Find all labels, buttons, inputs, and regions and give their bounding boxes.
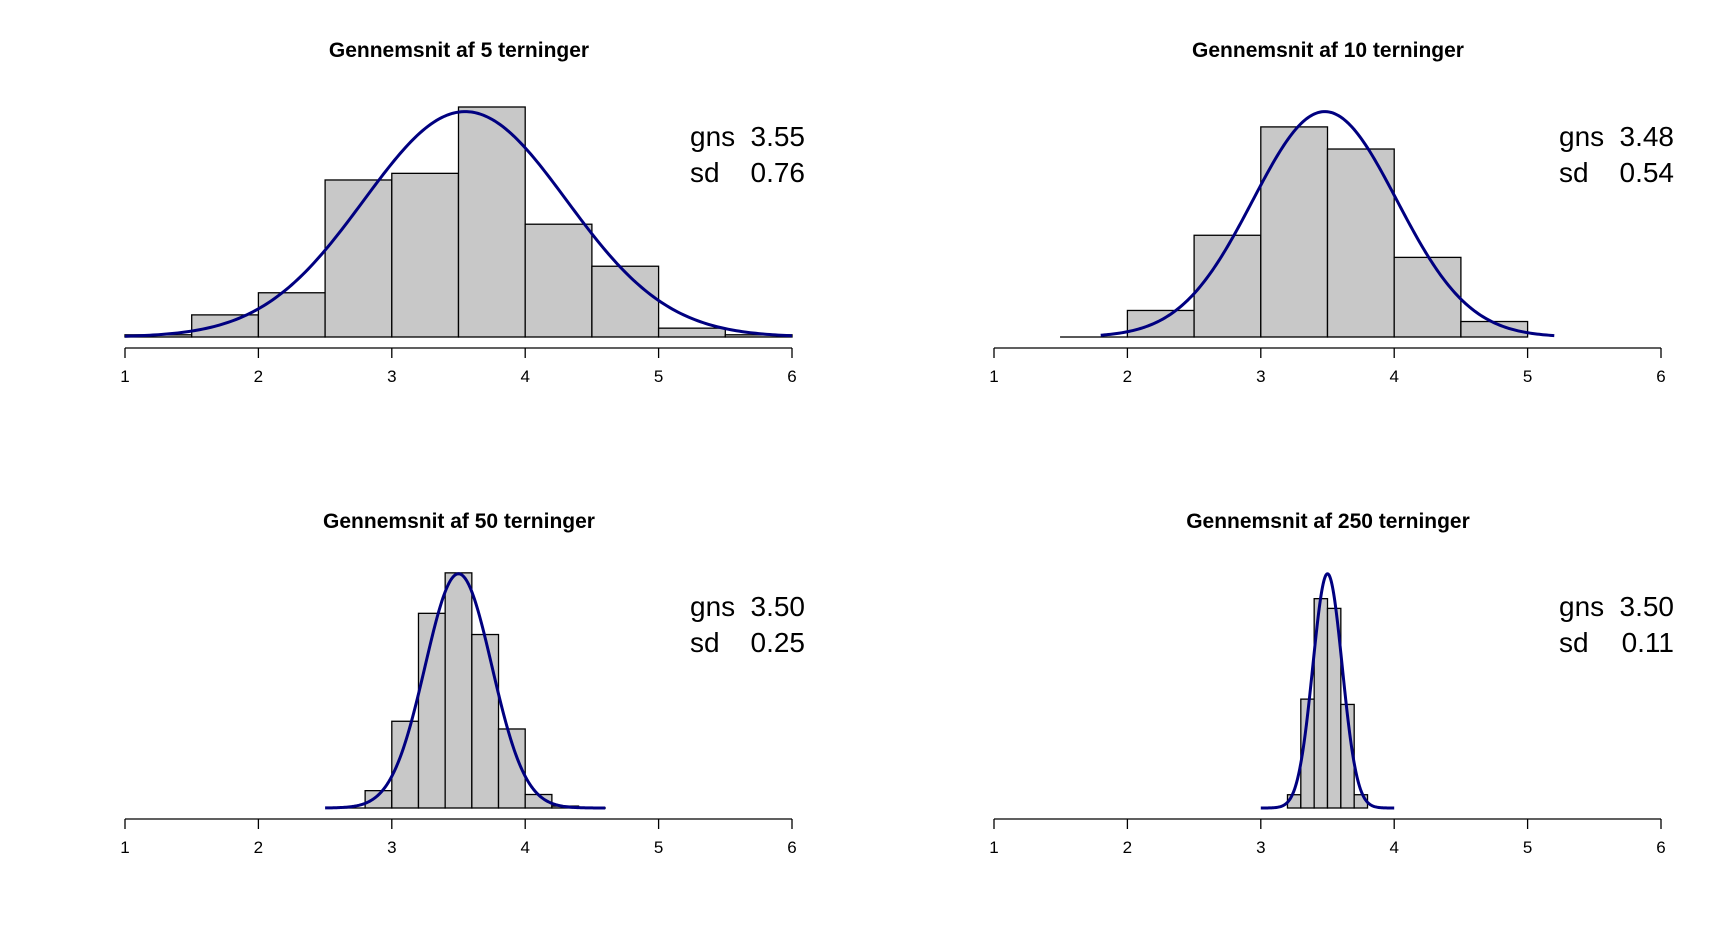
x-tick-label: 5	[1523, 838, 1532, 857]
histogram-bar	[471, 633, 500, 809]
histogram-bar	[1260, 126, 1329, 338]
x-tick-label: 1	[989, 367, 998, 386]
sd-label: sd	[1559, 627, 1589, 658]
histogram-panel-2: Gennemsnit af 10 terninger 1 2 3 4 5 6 gns 3.48 s…	[989, 39, 1674, 386]
x-tick-label: 2	[1123, 367, 1132, 386]
mean-label: gns	[1559, 591, 1604, 622]
mean-label: gns	[690, 591, 735, 622]
sd-label: sd	[690, 627, 720, 658]
sd-label: sd	[1559, 157, 1589, 188]
x-tick-label: 5	[654, 367, 663, 386]
histogram-bar	[457, 106, 526, 338]
mean-value: 3.55	[751, 121, 806, 152]
normal-density-curve	[124, 110, 793, 338]
x-tick-label: 5	[654, 838, 663, 857]
mean-value: 3.48	[1620, 121, 1675, 152]
chart-title: Gennemsnit af 250 terninger	[1186, 510, 1470, 533]
histogram-bar	[1393, 256, 1462, 338]
x-tick-label: 6	[787, 838, 796, 857]
x-tick-label: 4	[520, 367, 529, 386]
x-tick-label: 2	[1123, 838, 1132, 857]
x-tick-label: 6	[1656, 838, 1665, 857]
sd-value: 0.25	[751, 627, 806, 658]
x-tick-label: 5	[1523, 367, 1532, 386]
histogram-bar	[657, 327, 726, 338]
histogram-bar	[1126, 309, 1195, 338]
mean-label: gns	[690, 121, 735, 152]
normal-density-curve	[1100, 110, 1555, 338]
x-tick-label: 3	[387, 367, 396, 386]
normal-density-curve	[325, 572, 606, 810]
histogram-bar	[257, 292, 326, 338]
x-tick-label: 2	[254, 367, 263, 386]
x-tick-label: 1	[120, 367, 129, 386]
histogram-bar	[417, 612, 446, 809]
x-tick-label: 4	[520, 838, 529, 857]
mean-label: gns	[1559, 121, 1604, 152]
sd-label: sd	[690, 157, 720, 188]
normal-density-curve	[1260, 572, 1395, 810]
x-tick-label: 4	[1389, 838, 1398, 857]
histogram-bar	[591, 265, 660, 338]
histogram-bar	[391, 172, 460, 338]
histogram-bar	[524, 223, 593, 338]
x-tick-label: 4	[1389, 367, 1398, 386]
x-tick-label: 3	[1256, 838, 1265, 857]
histogram-panel-3: Gennemsnit af 50 terninger 1 2 3 4 5 6 gns 3.50 s…	[120, 510, 805, 857]
mean-value: 3.50	[751, 591, 806, 622]
x-tick-label: 3	[387, 838, 396, 857]
x-tick-label: 6	[1656, 367, 1665, 386]
x-tick-label: 1	[989, 838, 998, 857]
sd-value: 0.76	[751, 157, 806, 188]
x-tick-label: 1	[120, 838, 129, 857]
histogram-bar	[191, 314, 260, 338]
mean-value: 3.50	[1620, 591, 1675, 622]
x-tick-label: 6	[787, 367, 796, 386]
histogram-panel-4: Gennemsnit af 250 terninger 1 2 3 4 5 6 gns 3.50…	[989, 510, 1674, 857]
histogram-bar	[444, 572, 473, 809]
histogram-panel-1: Gennemsnit af 5 terninger 1 2 3 4 5 6 gns 3.55 sd…	[120, 39, 805, 386]
chart-title: Gennemsnit af 5 terninger	[329, 39, 589, 62]
x-tick-label: 2	[254, 838, 263, 857]
x-tick-label: 3	[1256, 367, 1265, 386]
chart-title: Gennemsnit af 10 terninger	[1192, 39, 1464, 62]
histogram-bar	[1193, 234, 1262, 338]
chart-title: Gennemsnit af 50 terninger	[323, 510, 595, 533]
histogram-bar	[324, 179, 393, 338]
sd-value: 0.11	[1622, 627, 1674, 658]
histogram-bar	[1326, 148, 1395, 338]
sd-value: 0.54	[1620, 157, 1675, 188]
